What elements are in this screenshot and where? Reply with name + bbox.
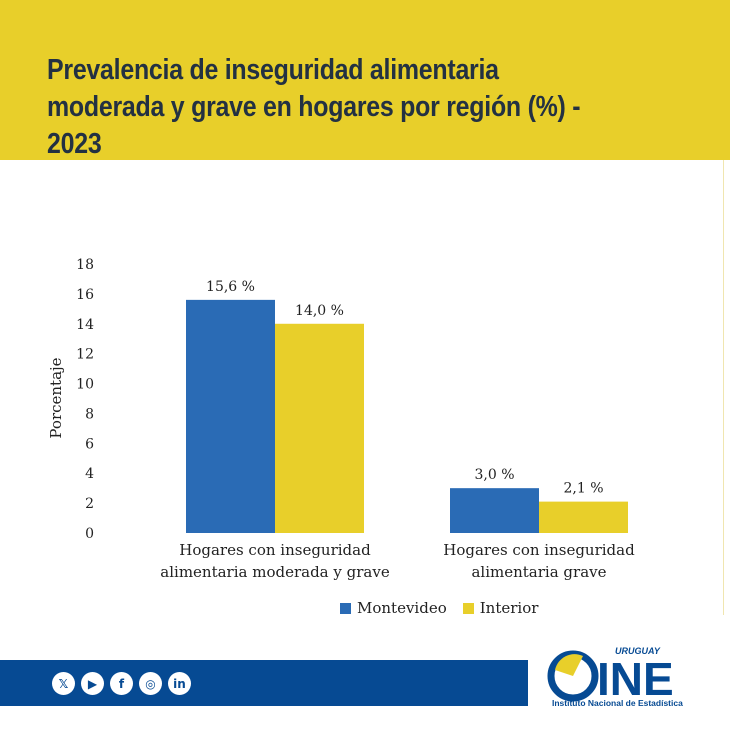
y-tick-label: 4 [85,466,94,482]
y-axis-label: Porcentaje [47,357,65,438]
instagram-icon[interactable]: ◎ [139,672,162,695]
y-tick-label: 8 [85,406,94,422]
divider [723,160,724,615]
data-label: 15,6 % [206,279,255,295]
logo-sun [555,654,583,676]
legend-label-montevideo: Montevideo [357,599,447,617]
data-label: 14,0 % [295,303,344,319]
bar-chart: 0 2 4 6 8 10 12 14 16 18 Porcentaje 15,6 % 3,0 % 14,0… [47,257,635,581]
chart-legend: Montevideo Interior [340,598,554,618]
y-tick-label: 10 [76,377,94,393]
x-category-label: alimentaria grave [471,563,606,581]
social-links: 𝕏 ▶ f ◎ in [52,672,191,695]
logo-word: INE [597,653,674,705]
x-category-label: alimentaria moderada y grave [160,563,390,581]
linkedin-icon[interactable]: in [168,672,191,695]
title-line-2: moderada y grave en hogares por región (… [47,91,581,160]
x-category-label: Hogares con inseguridad [443,541,635,559]
legend-item-montevideo: Montevideo [340,599,447,617]
data-label: 2,1 % [563,481,603,497]
y-tick-label: 14 [76,317,94,333]
header-banner: Prevalencia de inseguridad alimentaria m… [0,0,730,160]
bar-interior-0 [275,323,364,533]
x-icon[interactable]: 𝕏 [52,672,75,695]
bar-montevideo-0 [186,299,275,533]
y-tick-label: 0 [85,526,94,542]
y-tick-label: 18 [76,257,94,273]
facebook-icon[interactable]: f [110,672,133,695]
legend-swatch-interior [462,602,474,614]
legend-swatch-montevideo [340,602,351,614]
legend-label-interior: Interior [479,599,539,617]
ine-logo: URUGUAY INE [547,646,674,705]
logo-caption: Instituto Nacional de Estadística [552,698,683,708]
y-tick-label: 6 [85,436,94,452]
y-tick-label: 16 [76,287,94,303]
logo-country: URUGUAY [615,646,661,656]
logo-ring [547,650,599,702]
bar-interior-1 [539,501,628,533]
chart-title: Prevalencia de inseguridad alimentaria m… [47,52,615,163]
youtube-icon[interactable]: ▶ [81,672,104,695]
x-category-label: Hogares con inseguridad [179,541,371,559]
data-label: 3,0 % [474,467,514,483]
y-tick-label: 12 [76,347,94,363]
legend-item-interior: Interior [462,599,539,617]
y-tick-label: 2 [85,496,94,512]
title-line-1: Prevalencia de inseguridad alimentaria [47,54,499,86]
bar-montevideo-1 [450,488,539,533]
